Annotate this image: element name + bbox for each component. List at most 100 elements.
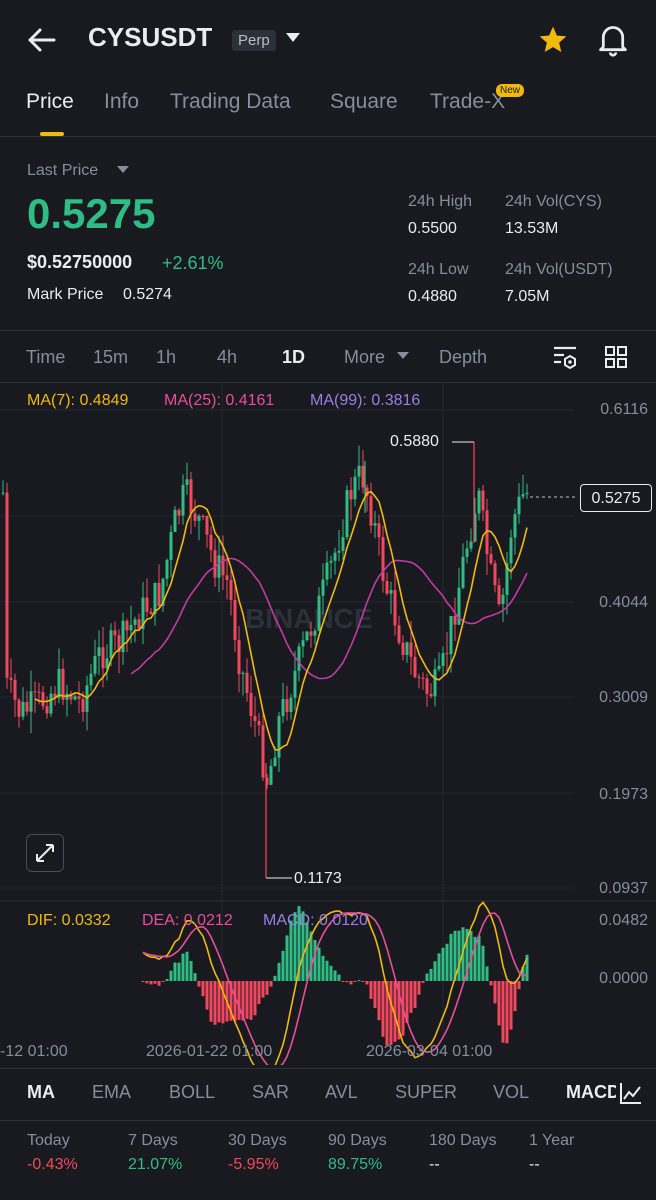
caret-down-icon[interactable]	[117, 166, 129, 174]
new-badge: New	[496, 84, 525, 97]
candle-body	[505, 563, 509, 595]
candle-body	[421, 677, 425, 679]
perf-value-today: -0.43%	[27, 1156, 78, 1173]
timeframe-15m[interactable]: 15m	[93, 347, 129, 367]
macd-bar	[357, 980, 361, 982]
candlestick-chart[interactable]: BINANCE	[0, 383, 656, 1065]
timeframe-more[interactable]: More	[344, 347, 386, 367]
contract-type-badge: Perp	[232, 30, 276, 51]
candle-body	[269, 765, 273, 785]
indicator-super[interactable]: SUPER	[395, 1082, 458, 1102]
macd-bar	[285, 935, 289, 981]
macd-bar	[201, 981, 205, 997]
candle-body	[221, 555, 225, 576]
arrow-left-icon[interactable]	[26, 26, 58, 54]
candle-body	[213, 550, 217, 578]
ma7-legend: MA(7): 0.4849	[27, 392, 129, 409]
candle-body	[437, 665, 441, 670]
candle-body	[285, 699, 289, 712]
ma25-legend: MA(25): 0.4161	[164, 392, 275, 409]
expand-icon	[36, 844, 54, 862]
candle-body	[305, 631, 309, 641]
bell-icon[interactable]	[596, 22, 630, 58]
chevron-down-icon[interactable]	[285, 32, 301, 44]
expand-chart-button[interactable]	[26, 834, 64, 872]
tab-price[interactable]: Price	[26, 90, 74, 113]
chart-settings-icon[interactable]	[552, 344, 578, 370]
macd-bar	[313, 940, 317, 981]
candle-body	[429, 693, 433, 697]
star-icon[interactable]	[536, 24, 570, 56]
indicator-avl[interactable]: AVL	[325, 1082, 358, 1102]
timeframe-1d[interactable]: 1D	[282, 347, 306, 367]
macd-bar	[177, 962, 181, 981]
candle-body	[33, 691, 37, 693]
macd-bar	[421, 981, 425, 983]
candle-body	[173, 509, 177, 532]
high-annotation: 0.5880	[390, 433, 439, 450]
indicator-chart-icon[interactable]	[618, 1080, 644, 1106]
depth-tab[interactable]: Depth	[439, 347, 488, 367]
candle-body	[321, 579, 325, 596]
macd-bar	[297, 906, 301, 981]
indicator-sar[interactable]: SAR	[252, 1082, 290, 1102]
vol-cys-value: 13.53M	[505, 220, 559, 237]
high-label: 24h High	[408, 193, 473, 210]
macd-bar	[281, 950, 285, 981]
timeframe-4h[interactable]: 4h	[217, 347, 238, 367]
macd-bar	[381, 981, 385, 1037]
candle-body	[497, 585, 501, 605]
macd-bar	[241, 981, 245, 1021]
candle-body	[137, 619, 141, 629]
macd-bar	[237, 981, 241, 1020]
perf-label-30d: 30 Days	[228, 1132, 287, 1149]
candle-body	[169, 531, 173, 560]
candle-body	[521, 494, 525, 497]
candle-body	[245, 672, 249, 693]
high-value: 0.5500	[408, 220, 457, 237]
tab-square[interactable]: Square	[330, 90, 398, 113]
macd-bar	[385, 981, 389, 1046]
divider	[0, 330, 656, 331]
symbol-title[interactable]: CYSUSDT	[88, 22, 213, 52]
tab-trade-x[interactable]: Trade-X	[430, 90, 506, 113]
candle-body	[301, 640, 305, 647]
candle-body	[433, 669, 437, 697]
candle-body	[109, 630, 113, 659]
low-label: 24h Low	[408, 261, 469, 278]
candle-body	[21, 701, 25, 717]
macd-bar	[185, 951, 189, 981]
candle-body	[201, 515, 205, 517]
macd-bar	[509, 981, 513, 1030]
macd-bar	[325, 960, 329, 981]
indicator-ma[interactable]: MA	[27, 1082, 55, 1102]
macd-bar	[233, 981, 237, 1022]
candle-body	[37, 691, 41, 693]
timeframe-1h[interactable]: 1h	[156, 347, 177, 367]
macd-bar	[189, 961, 193, 981]
candle-body	[405, 642, 409, 655]
caret-down-icon[interactable]	[397, 352, 409, 360]
macd-bar	[249, 981, 253, 1020]
ma7-line	[34, 490, 528, 751]
last-price-label[interactable]: Last Price	[27, 162, 99, 179]
candle-body	[445, 653, 449, 655]
macd-bar	[229, 981, 233, 1021]
last-price-value: 0.5275	[27, 190, 156, 237]
tab-trading-data[interactable]: Trading Data	[170, 90, 291, 113]
macd-bar	[429, 968, 433, 981]
indicator-vol[interactable]: VOL	[493, 1082, 530, 1102]
candle-body	[113, 630, 117, 636]
tab-info[interactable]: Info	[104, 90, 140, 113]
timeframe-time[interactable]: Time	[26, 347, 66, 367]
macd-bar	[397, 981, 401, 1040]
indicator-ema[interactable]: EMA	[92, 1082, 132, 1102]
macd-bar	[341, 981, 345, 982]
candle-body	[249, 692, 253, 717]
indicator-macd[interactable]: MACD	[566, 1082, 616, 1102]
ma99-line	[130, 557, 528, 680]
grid-layout-icon[interactable]	[604, 345, 628, 369]
candle-body	[81, 698, 85, 712]
indicator-boll[interactable]: BOLL	[169, 1082, 216, 1102]
candle-body	[485, 510, 489, 555]
